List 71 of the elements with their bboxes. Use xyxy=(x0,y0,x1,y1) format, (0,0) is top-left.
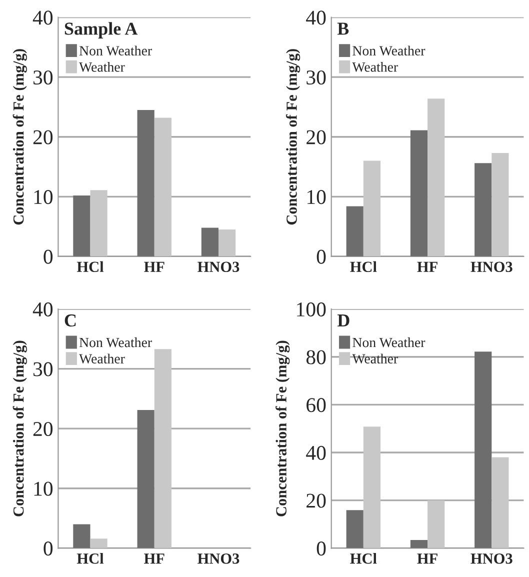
legend-label: Weather xyxy=(79,62,125,72)
bar xyxy=(428,500,445,548)
bar xyxy=(492,153,509,256)
y-tick-label: 30 xyxy=(33,362,53,376)
x-tick-label: HCl xyxy=(76,261,104,272)
x-tick-label: HF xyxy=(144,262,164,272)
bar xyxy=(363,160,381,256)
bar xyxy=(73,524,90,548)
legend-label: Non Weather xyxy=(352,46,426,56)
y-tick-label: 40 xyxy=(32,10,53,25)
y-tick-label: 0 xyxy=(44,542,53,556)
x-tick-label: HNO3 xyxy=(198,553,240,564)
bar xyxy=(410,540,428,548)
bar xyxy=(492,457,509,548)
chart-title: Sample A xyxy=(64,22,138,38)
chart-title: B xyxy=(337,22,349,35)
y-tick-label: 100 xyxy=(297,302,326,316)
legend-label: Non Weather xyxy=(79,46,152,56)
y-tick-label: 40 xyxy=(306,446,326,460)
bar xyxy=(474,352,492,548)
y-tick-label: 20 xyxy=(33,130,53,144)
y-tick-label: 20 xyxy=(306,494,326,508)
y-tick-label: 30 xyxy=(33,70,53,85)
legend-label: Weather xyxy=(352,62,398,72)
bar xyxy=(474,163,492,256)
legend-label: Weather xyxy=(352,354,398,364)
y-tick-label: 60 xyxy=(306,398,326,412)
bar xyxy=(363,426,381,548)
y-tick-label: 0 xyxy=(316,250,326,264)
y-tick-label: 10 xyxy=(307,190,326,204)
bar xyxy=(137,110,154,256)
y-axis-title: Concentration of Fe (mg/g) xyxy=(12,49,27,225)
y-axis-title: Concentration of Fe (mg/g) xyxy=(276,340,290,516)
legend-label: Non Weather xyxy=(352,337,426,348)
chart-title: D xyxy=(337,314,350,326)
bar xyxy=(154,118,172,256)
bar xyxy=(90,190,108,256)
bar xyxy=(410,130,428,256)
legend-label: Weather xyxy=(79,354,125,364)
x-tick-label: HCl xyxy=(76,553,104,564)
bar xyxy=(346,206,364,256)
chart-title: C xyxy=(64,314,76,327)
y-tick-label: 10 xyxy=(34,482,53,496)
bar xyxy=(73,195,90,256)
legend-label: Non Weather xyxy=(79,337,152,348)
x-tick-label: HCl xyxy=(350,553,377,564)
bar xyxy=(154,349,172,548)
x-tick-label: HF xyxy=(144,554,164,564)
y-tick-label: 0 xyxy=(44,250,53,264)
y-axis-title: Concentration of Fe (mg/g) xyxy=(286,49,300,225)
x-tick-label: HNO3 xyxy=(470,262,512,272)
x-tick-label: HNO3 xyxy=(198,262,240,272)
bar xyxy=(137,410,154,548)
y-tick-label: 40 xyxy=(32,302,53,316)
y-tick-label: 20 xyxy=(306,130,326,144)
bar xyxy=(218,230,236,256)
x-tick-label: HCl xyxy=(350,261,377,272)
y-tick-label: 10 xyxy=(34,190,53,204)
bar xyxy=(346,510,364,548)
bar xyxy=(428,98,445,256)
y-tick-label: 40 xyxy=(306,10,326,25)
y-tick-label: 20 xyxy=(33,422,53,436)
x-tick-label: HNO3 xyxy=(470,553,512,564)
y-tick-label: 0 xyxy=(316,542,326,556)
bar xyxy=(90,538,108,548)
y-tick-label: 80 xyxy=(306,350,326,364)
y-tick-label: 30 xyxy=(306,70,326,85)
bar xyxy=(201,228,218,256)
y-axis-title: Concentration of Fe (mg/g) xyxy=(12,340,27,516)
x-tick-label: HF xyxy=(417,262,438,272)
x-tick-label: HF xyxy=(417,554,438,564)
